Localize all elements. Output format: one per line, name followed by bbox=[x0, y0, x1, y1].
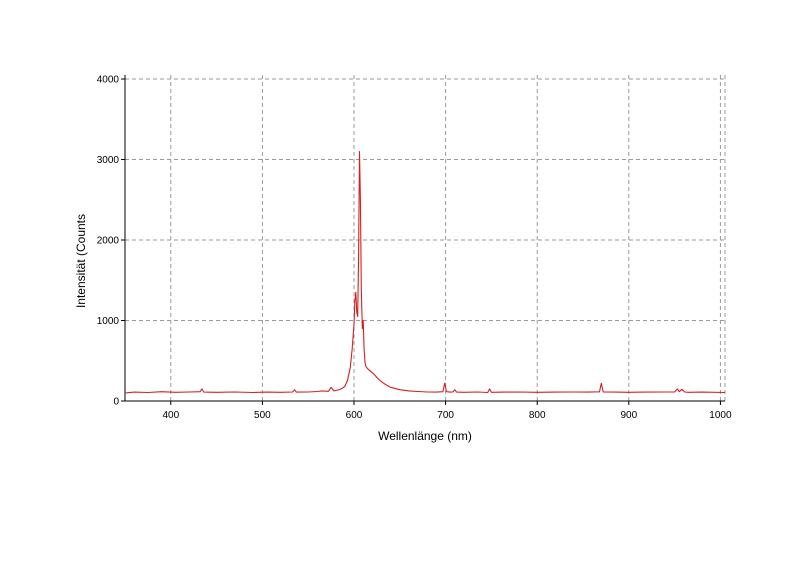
y-tick-label: 4000 bbox=[97, 75, 120, 86]
x-tick-label: 1000 bbox=[709, 410, 732, 421]
series-layer bbox=[124, 150, 726, 394]
y-tick-label: 1000 bbox=[97, 316, 120, 327]
x-axis-title: Wellenlänge (nm) bbox=[378, 429, 472, 443]
x-tick-label: 800 bbox=[529, 410, 546, 421]
tick-marks: 0 1000 2000 3000 4000 400 500 600 700 800 900 1000 bbox=[97, 75, 732, 421]
y-axis-title: Intensität (Counts bbox=[74, 214, 88, 308]
x-tick-label: 700 bbox=[437, 410, 454, 421]
y-tick-label: 0 bbox=[113, 397, 119, 408]
x-tick-label: 500 bbox=[254, 410, 271, 421]
y-tick-label: 2000 bbox=[97, 236, 120, 247]
grid-lines bbox=[125, 75, 726, 401]
axes bbox=[124, 75, 725, 402]
y-tick-label: 3000 bbox=[97, 155, 120, 166]
x-tick-label: 400 bbox=[162, 410, 179, 421]
x-tick-label: 900 bbox=[620, 410, 637, 421]
x-tick-label: 600 bbox=[346, 410, 363, 421]
series-line-0 bbox=[124, 150, 726, 394]
